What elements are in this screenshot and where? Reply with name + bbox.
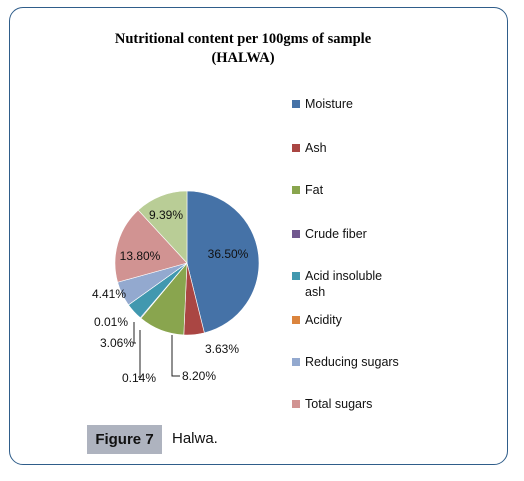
legend-label: Moisture — [305, 97, 353, 111]
pie-slice-moisture — [186, 190, 260, 334]
figure-caption: Halwa. — [172, 430, 218, 447]
legend-label: Reducing sugars — [305, 355, 399, 369]
legend-swatch — [292, 316, 300, 324]
legend-swatch — [292, 400, 300, 408]
legend-item-total-sugars: Total sugars — [292, 396, 400, 412]
legend-swatch — [292, 230, 300, 238]
legend-item-acid-insoluble-ash: Acid insoluble ash — [292, 268, 400, 300]
legend-label: Ash — [305, 141, 327, 155]
chart-title: Nutritional content per 100gms of sample… — [114, 31, 372, 66]
pie-slice-unlabeled — [137, 190, 188, 264]
legend-item-reducing-sugars: Reducing sugars — [292, 354, 400, 370]
data-label: 0.14% — [122, 371, 156, 385]
pie-slice-total-sugars — [114, 209, 188, 283]
legend-swatch — [292, 358, 300, 366]
data-label: 0.01% — [94, 315, 128, 329]
data-label: 3.06% — [100, 336, 134, 350]
legend-item-ash: Ash — [292, 140, 400, 156]
legend-swatch — [292, 186, 300, 194]
data-label: 9.39% — [149, 208, 183, 222]
legend-item-acidity: Acidity — [292, 312, 400, 328]
data-label: 13.80% — [120, 249, 161, 263]
data-label: 4.41% — [92, 287, 126, 301]
legend-label: Total sugars — [305, 397, 373, 411]
legend-swatch — [292, 100, 300, 108]
data-label: 8.20% — [182, 369, 216, 383]
legend-item-crude-fiber: Crude fiber — [292, 226, 400, 242]
figure-frame — [9, 7, 508, 465]
leader-line — [171, 335, 180, 377]
leader-line — [138, 330, 141, 378]
legend-label: Crude fiber — [305, 227, 367, 241]
data-label: 3.63% — [205, 342, 239, 356]
legend-label: Acid insoluble ash — [305, 269, 383, 299]
figure-label: Figure 7 — [87, 425, 162, 454]
leader-line — [133, 322, 136, 344]
legend-swatch — [292, 144, 300, 152]
legend-swatch — [292, 272, 300, 280]
legend-label: Fat — [305, 183, 324, 197]
legend-label: Acidity — [305, 313, 342, 327]
data-label: 36.50% — [208, 247, 249, 261]
legend-item-moisture: Moisture — [292, 96, 400, 112]
legend-item-fat: Fat — [292, 182, 400, 198]
